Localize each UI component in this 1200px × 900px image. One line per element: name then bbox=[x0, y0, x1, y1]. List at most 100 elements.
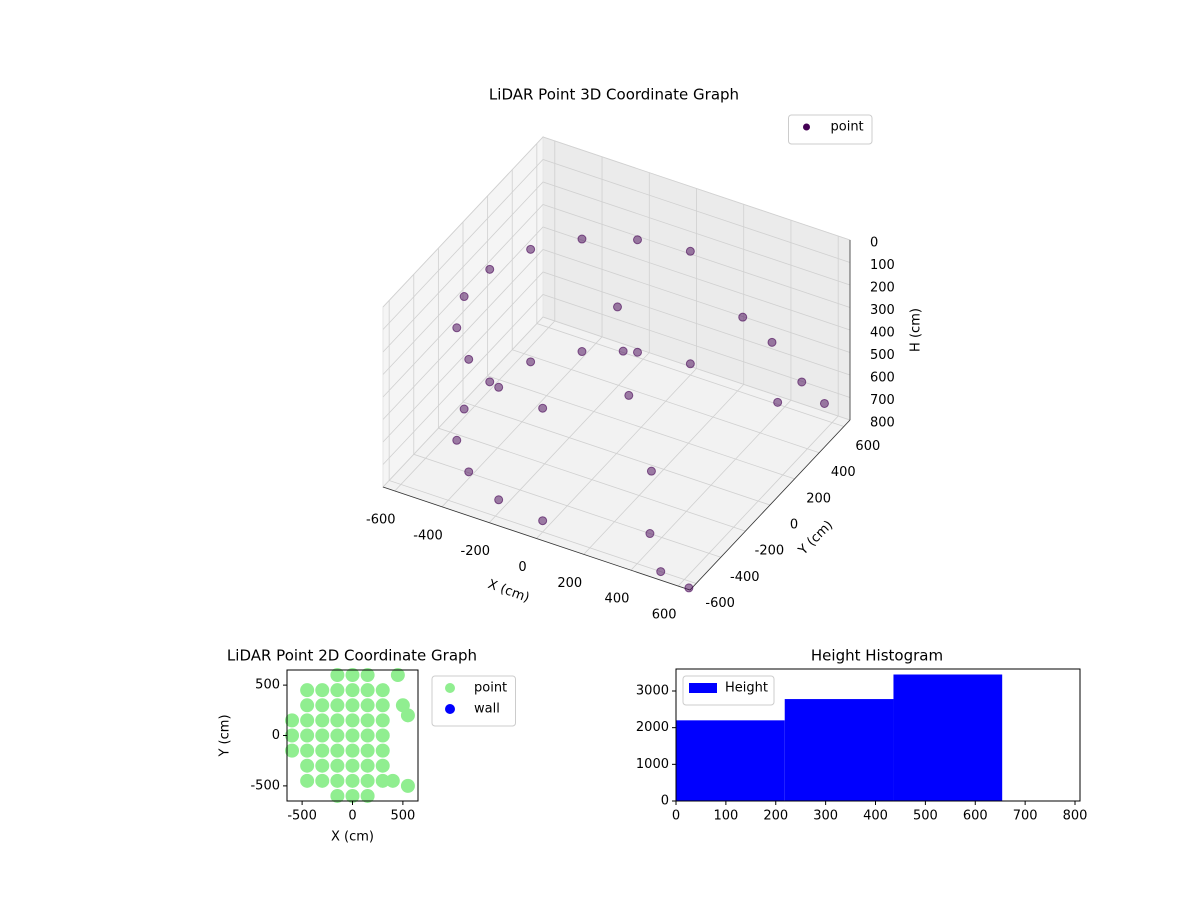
grid-line bbox=[382, 181, 851, 353]
point bbox=[315, 773, 330, 788]
point bbox=[375, 683, 390, 698]
grid-line bbox=[382, 294, 851, 465]
point bbox=[452, 435, 462, 445]
point bbox=[300, 743, 315, 758]
point bbox=[459, 404, 469, 414]
point bbox=[360, 698, 375, 713]
point bbox=[819, 398, 829, 408]
x-tick-label: 100 bbox=[713, 809, 738, 824]
legend-marker bbox=[445, 683, 455, 693]
point bbox=[538, 516, 548, 526]
point bbox=[300, 758, 315, 773]
y-axis-label: Y (cm) bbox=[218, 714, 233, 757]
z-tick-label: 800 bbox=[870, 416, 895, 431]
y-tick-label: 2000 bbox=[636, 720, 669, 735]
point bbox=[285, 728, 300, 743]
point bbox=[400, 708, 415, 723]
point bbox=[538, 403, 548, 413]
x-tick-label: -400 bbox=[413, 528, 443, 543]
point bbox=[375, 713, 390, 728]
point bbox=[633, 347, 643, 357]
point bbox=[330, 758, 345, 773]
point bbox=[738, 312, 748, 322]
point bbox=[330, 773, 345, 788]
point bbox=[330, 728, 345, 743]
z-tick-label: 0 bbox=[870, 236, 878, 251]
y-tick-label: 400 bbox=[831, 465, 856, 480]
bar bbox=[676, 720, 785, 801]
point bbox=[459, 292, 469, 302]
point bbox=[360, 683, 375, 698]
point bbox=[526, 244, 536, 254]
legend-marker bbox=[445, 704, 455, 714]
point bbox=[285, 713, 300, 728]
y-tick-label: -600 bbox=[705, 596, 735, 611]
point bbox=[330, 743, 345, 758]
point bbox=[360, 773, 375, 788]
grid-line bbox=[382, 204, 851, 375]
point bbox=[315, 743, 330, 758]
point bbox=[464, 467, 474, 477]
point bbox=[375, 758, 390, 773]
point bbox=[390, 668, 405, 683]
x-tick-label: 0 bbox=[672, 809, 680, 824]
point bbox=[684, 583, 694, 593]
point bbox=[633, 235, 643, 245]
point bbox=[315, 698, 330, 713]
point bbox=[315, 683, 330, 698]
point bbox=[345, 773, 360, 788]
point bbox=[685, 359, 695, 369]
point bbox=[645, 529, 655, 539]
x-tick-label: -600 bbox=[366, 512, 396, 527]
x-tick-label: 500 bbox=[913, 809, 938, 824]
grid-line bbox=[382, 136, 851, 308]
x-tick-label: -200 bbox=[461, 544, 491, 559]
point bbox=[360, 743, 375, 758]
y-tick-label: 3000 bbox=[636, 684, 669, 699]
point bbox=[300, 728, 315, 743]
point bbox=[767, 337, 777, 347]
x-tick-label: 500 bbox=[390, 809, 415, 824]
point bbox=[485, 377, 495, 387]
point bbox=[345, 758, 360, 773]
legend-label: point bbox=[831, 120, 864, 135]
point bbox=[330, 668, 345, 683]
point bbox=[300, 713, 315, 728]
z-tick-label: 700 bbox=[870, 393, 895, 408]
x-tick-label: 400 bbox=[863, 809, 888, 824]
x-tick-label: 300 bbox=[813, 809, 838, 824]
y-tick-label: 0 bbox=[272, 728, 280, 743]
x-tick-label: 200 bbox=[557, 576, 582, 591]
point bbox=[464, 354, 474, 364]
legend-box bbox=[788, 114, 873, 145]
x-tick-label: 200 bbox=[763, 809, 788, 824]
point bbox=[485, 264, 495, 274]
point bbox=[345, 743, 360, 758]
point bbox=[494, 382, 504, 392]
x-tick-label: 700 bbox=[1013, 809, 1038, 824]
point bbox=[618, 346, 628, 356]
y-tick-label: 600 bbox=[855, 439, 880, 454]
chart-title: Height Histogram bbox=[811, 647, 943, 665]
point bbox=[360, 728, 375, 743]
point bbox=[330, 683, 345, 698]
y-tick-label: -400 bbox=[730, 570, 760, 585]
point bbox=[577, 347, 587, 357]
point bbox=[315, 713, 330, 728]
point bbox=[330, 788, 345, 803]
legend-label: wall bbox=[474, 702, 500, 717]
y-tick-label: 0 bbox=[661, 794, 669, 809]
y-tick-label: -500 bbox=[250, 778, 280, 793]
point bbox=[685, 246, 695, 256]
y-tick-label: 500 bbox=[255, 678, 280, 693]
point bbox=[300, 683, 315, 698]
grid-line bbox=[382, 159, 851, 330]
point bbox=[360, 758, 375, 773]
x-tick-label: 0 bbox=[518, 560, 526, 575]
point bbox=[577, 234, 587, 244]
point bbox=[360, 788, 375, 803]
chart-title: LiDAR Point 3D Coordinate Graph bbox=[489, 86, 739, 104]
point bbox=[345, 788, 360, 803]
point bbox=[773, 397, 783, 407]
